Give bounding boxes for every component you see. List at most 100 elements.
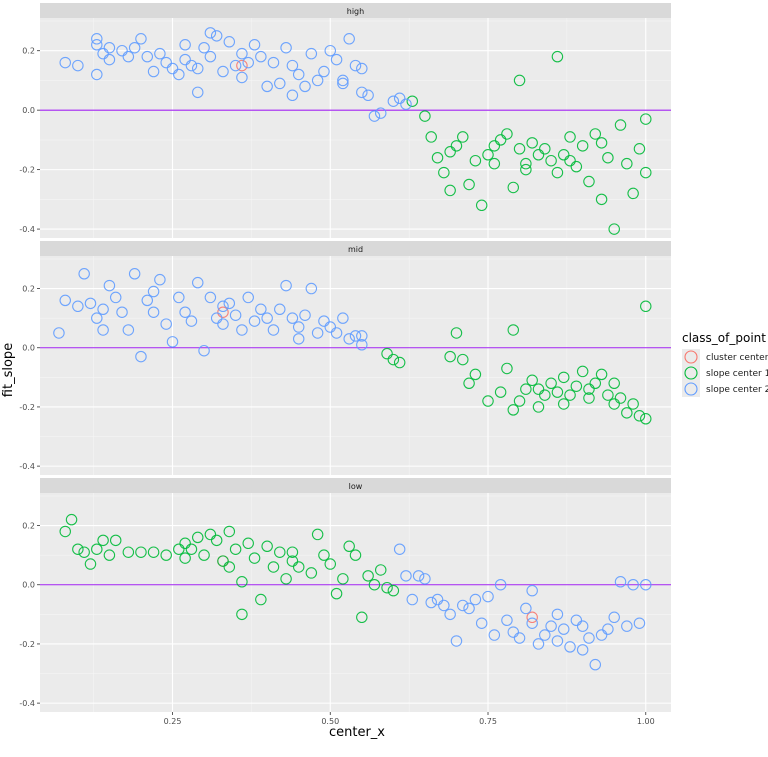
data-point-slope-center-1	[393, 356, 406, 369]
data-point-slope-center-1	[507, 181, 519, 194]
data-point-slope-center-1	[488, 140, 501, 152]
data-point-slope-center-1	[185, 543, 198, 555]
data-point-slope-center-1	[583, 392, 595, 404]
data-point-slope-center-2	[109, 291, 122, 304]
data-point-slope-center-1	[255, 593, 267, 606]
y-tick-label: 0.2	[22, 47, 35, 56]
data-point-slope-center-1	[337, 573, 349, 585]
data-point-slope-center-2	[78, 268, 90, 280]
data-point-slope-center-1	[368, 578, 381, 591]
data-point-slope-center-2	[551, 608, 564, 621]
data-point-slope-center-1	[173, 543, 185, 555]
data-point-slope-center-1	[192, 531, 204, 544]
data-point-slope-center-1	[59, 525, 71, 538]
data-point-slope-center-1	[425, 131, 437, 143]
data-point-slope-center-1	[210, 534, 223, 547]
data-point-slope-center-2	[532, 638, 545, 650]
data-point-slope-center-2	[72, 59, 84, 72]
data-point-slope-center-2	[583, 632, 595, 644]
facet-strip	[40, 478, 671, 493]
data-point-slope-center-1	[362, 570, 374, 582]
data-point-slope-center-2	[475, 617, 488, 629]
data-point-slope-center-1	[488, 157, 501, 170]
data-point-slope-center-2	[192, 86, 204, 99]
data-point-slope-center-2	[122, 50, 135, 63]
data-point-slope-center-1	[179, 537, 191, 550]
data-point-slope-center-1	[387, 584, 400, 597]
data-point-slope-center-2	[84, 297, 97, 310]
data-point-slope-center-2	[589, 658, 602, 671]
data-point-slope-center-1	[103, 549, 116, 561]
data-point-slope-center-2	[179, 306, 191, 318]
data-point-slope-center-2	[393, 92, 406, 105]
legend-label-slope-center-2: slope center 2	[706, 385, 768, 395]
panel-background	[40, 18, 671, 238]
legend-swatch-slope-center-1	[684, 366, 698, 380]
data-point-slope-center-1	[557, 371, 570, 384]
data-point-slope-center-2	[59, 56, 71, 69]
y-axis-title: fit_slope	[1, 343, 16, 397]
data-point-slope-center-2	[412, 570, 425, 582]
data-point-slope-center-2	[318, 315, 330, 327]
data-point-slope-center-2	[91, 68, 103, 81]
data-point-slope-center-2	[564, 641, 576, 653]
data-point-slope-center-1	[286, 555, 299, 567]
y-tick-label: 0.0	[22, 106, 35, 115]
data-point-slope-center-1	[204, 528, 217, 541]
data-point-slope-center-2	[507, 626, 519, 638]
data-point-slope-center-1	[507, 324, 519, 336]
data-point-slope-center-1	[640, 166, 652, 179]
data-point-slope-center-2	[242, 56, 254, 69]
data-point-slope-center-1	[261, 540, 273, 553]
data-point-slope-center-1	[557, 149, 570, 161]
data-point-slope-center-2	[91, 312, 103, 324]
data-point-slope-center-2	[210, 30, 223, 42]
legend-key-slope-center-2: slope center 2	[682, 381, 768, 397]
data-point-slope-center-2	[179, 53, 191, 66]
data-point-slope-center-2	[311, 327, 324, 339]
data-point-slope-center-2	[438, 599, 450, 612]
data-point-slope-center-2	[229, 309, 242, 321]
data-point-slope-center-2	[128, 268, 141, 280]
data-point-slope-center-1	[526, 137, 538, 149]
x-axis-title: center_x	[329, 725, 385, 740]
data-point-slope-center-1	[633, 410, 646, 422]
data-point-slope-center-2	[97, 324, 109, 336]
legend-title: class_of_point	[682, 331, 766, 345]
data-point-slope-center-1	[475, 199, 488, 212]
data-point-slope-center-2	[274, 77, 286, 90]
data-point-slope-center-2	[305, 47, 318, 60]
data-point-slope-center-2	[501, 614, 513, 627]
legend-label-cluster-center: cluster center	[706, 353, 768, 363]
data-point-slope-center-2	[482, 590, 494, 603]
data-point-slope-center-1	[457, 131, 469, 143]
data-point-slope-center-2	[280, 279, 292, 292]
data-point-slope-center-2	[356, 62, 368, 75]
data-point-slope-center-1	[608, 377, 620, 390]
data-point-slope-center-2	[513, 632, 526, 644]
data-point-slope-center-2	[286, 312, 299, 324]
y-tick-label: -0.2	[19, 640, 35, 649]
data-point-slope-center-2	[204, 27, 217, 39]
data-point-slope-center-2	[236, 324, 248, 336]
data-point-slope-center-2	[337, 74, 349, 87]
y-tick-label: -0.4	[19, 462, 35, 471]
data-point-slope-center-2	[557, 623, 570, 635]
data-point-slope-center-1	[532, 149, 545, 161]
data-point-slope-center-2	[135, 350, 147, 363]
data-point-slope-center-2	[349, 330, 362, 342]
data-point-slope-center-2	[356, 86, 368, 99]
data-point-slope-center-2	[185, 59, 198, 72]
data-point-slope-center-1	[614, 392, 627, 404]
data-point-slope-center-1	[608, 398, 620, 410]
data-point-slope-center-2	[330, 327, 343, 339]
data-point-slope-center-1	[381, 347, 393, 360]
data-point-slope-center-1	[469, 368, 482, 381]
data-point-slope-center-1	[229, 543, 242, 555]
data-point-slope-center-1	[122, 546, 135, 558]
data-point-slope-center-2	[217, 300, 229, 313]
facet-panel-low: low -0.4 -0.2 0.0 0.2 0.25 0.50 0.75 1.00	[19, 478, 671, 726]
data-point-slope-center-2	[91, 39, 103, 51]
data-point-slope-center-2	[280, 41, 292, 54]
data-point-slope-center-1	[84, 558, 97, 570]
